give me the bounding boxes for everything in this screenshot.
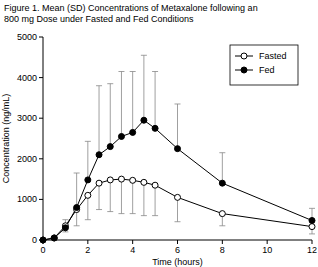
x-tick-label: 6 xyxy=(175,245,180,255)
marker xyxy=(309,218,315,224)
x-tick-label: 2 xyxy=(85,245,90,255)
x-tick-label: 4 xyxy=(130,245,135,255)
error-bar xyxy=(141,182,147,215)
x-tick xyxy=(132,240,133,244)
marker xyxy=(152,125,158,131)
legend: Fasted Fed xyxy=(230,45,298,85)
x-tick xyxy=(312,240,313,244)
y-tick xyxy=(39,77,43,78)
marker xyxy=(141,117,147,123)
marker xyxy=(107,177,113,183)
y-tick-label: 1000 xyxy=(17,194,37,204)
legend-marker xyxy=(241,53,247,59)
error-bar xyxy=(62,226,68,232)
marker xyxy=(96,180,102,186)
marker xyxy=(219,211,225,217)
marker xyxy=(130,129,136,135)
marker xyxy=(219,180,225,186)
y-tick-label: 0 xyxy=(32,235,37,245)
marker xyxy=(40,237,46,243)
x-tick xyxy=(267,240,268,244)
error-bar xyxy=(85,195,91,219)
marker xyxy=(51,235,57,241)
y-tick-label: 4000 xyxy=(17,73,37,83)
error-bar xyxy=(219,153,225,183)
y-axis xyxy=(43,37,44,240)
error-bar xyxy=(130,180,136,213)
error-bar xyxy=(107,180,113,212)
legend-label: Fed xyxy=(259,65,275,75)
x-tick xyxy=(87,240,88,244)
marker xyxy=(107,144,113,150)
marker xyxy=(141,179,147,185)
marker xyxy=(51,235,57,241)
marker xyxy=(118,133,124,139)
x-tick-label: 0 xyxy=(40,245,45,255)
series-line xyxy=(43,179,312,240)
marker xyxy=(130,177,136,183)
marker xyxy=(118,176,124,182)
x-tick xyxy=(222,240,223,244)
marker xyxy=(62,225,68,231)
marker xyxy=(96,152,102,158)
marker xyxy=(309,224,315,230)
legend-marker xyxy=(241,67,247,73)
marker xyxy=(74,205,80,211)
error-bar xyxy=(175,197,181,221)
error-bar xyxy=(152,72,158,129)
error-bar xyxy=(118,72,124,137)
series-line xyxy=(43,120,312,240)
x-axis-label: Time (hours) xyxy=(152,257,203,267)
y-tick-label: 3000 xyxy=(17,113,37,123)
marker xyxy=(175,194,181,200)
y-tick xyxy=(39,199,43,200)
legend-label: Fasted xyxy=(259,51,287,61)
error-bar xyxy=(141,55,147,120)
title: Figure 1. Mean (SD) Concentrations of Me… xyxy=(4,3,258,24)
x-tick-label: 12 xyxy=(307,245,317,255)
marker xyxy=(85,192,91,198)
error-bar xyxy=(107,84,113,147)
y-tick-label: 5000 xyxy=(17,32,37,42)
error-bar xyxy=(175,104,181,149)
y-axis-label: Concentration (ng/mL) xyxy=(1,94,11,184)
marker xyxy=(40,237,46,243)
marker xyxy=(175,146,181,152)
error-bar xyxy=(118,179,124,214)
error-bar xyxy=(96,86,102,155)
x-tick xyxy=(177,240,178,244)
chart: Figure 1. Mean (SD) Concentrations of Me… xyxy=(0,0,318,267)
error-bar xyxy=(96,183,102,209)
x-tick-label: 10 xyxy=(262,245,272,255)
marker xyxy=(152,182,158,188)
legend-box xyxy=(230,45,298,85)
x-tick-label: 8 xyxy=(220,245,225,255)
marker xyxy=(85,177,91,183)
y-tick xyxy=(39,118,43,119)
error-bar xyxy=(152,185,158,215)
y-tick xyxy=(39,158,43,159)
error-bar xyxy=(130,72,136,133)
y-tick-label: 2000 xyxy=(17,154,37,164)
y-tick xyxy=(39,37,43,38)
